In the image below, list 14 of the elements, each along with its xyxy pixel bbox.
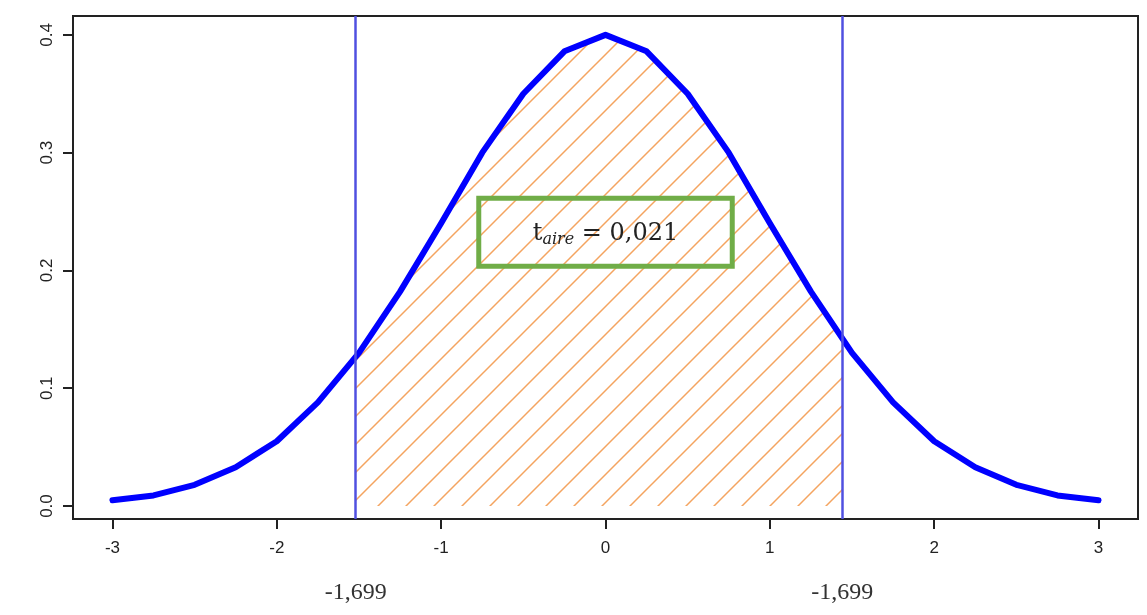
x-tick-label: -3 xyxy=(104,538,121,557)
x-tick-label: 1 xyxy=(765,538,775,557)
x-tick-label: 3 xyxy=(1093,538,1104,557)
y-tick-label: 0.0 xyxy=(37,494,56,518)
x-tick-label: -1 xyxy=(433,538,449,557)
y-tick-label: 0.4 xyxy=(37,23,56,47)
x-tick-label: 0 xyxy=(600,538,611,557)
y-tick-label: 0.1 xyxy=(37,376,56,401)
text: -1,699 xyxy=(811,578,874,604)
x-tick-label: 2 xyxy=(929,538,939,557)
text: -1,699 xyxy=(324,578,387,604)
y-tick-label: 0.3 xyxy=(37,140,56,165)
y-tick-label: 0.2 xyxy=(37,258,56,283)
x-tick-label: -2 xyxy=(269,538,285,557)
